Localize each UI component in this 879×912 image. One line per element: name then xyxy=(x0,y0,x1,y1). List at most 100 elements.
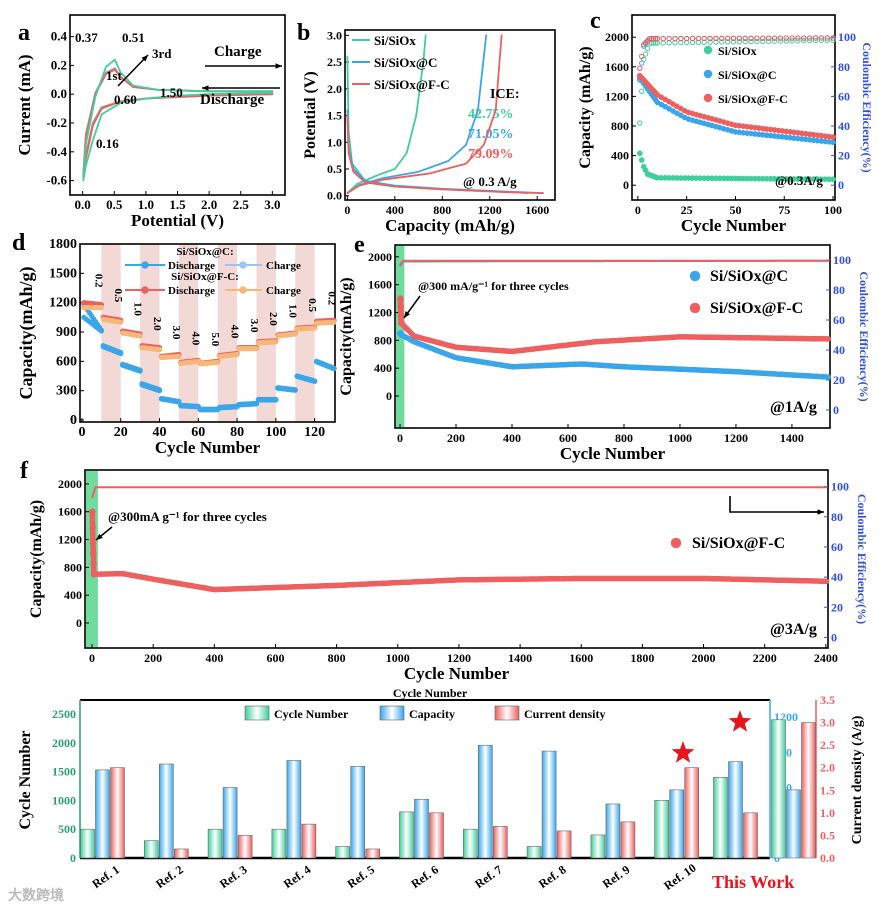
y-tick-label: 1200 xyxy=(368,305,392,319)
legend-label: Cycle Number xyxy=(274,707,349,721)
ce-point xyxy=(642,51,649,57)
condition-label: @ 0.3 A/g xyxy=(463,174,517,189)
ce-point xyxy=(713,39,719,45)
ce-point xyxy=(818,35,825,41)
y-tick-label: 0 xyxy=(70,413,77,428)
bar-cycle-number xyxy=(399,811,414,859)
y3-tick-label: 0.0 xyxy=(820,851,835,865)
bar-current-density xyxy=(174,848,189,859)
legend-label: Si/SiOx xyxy=(374,33,416,48)
rate-label: 0.2 xyxy=(325,291,337,305)
ice-value: 79.09% xyxy=(468,147,514,162)
y-tick-label: 500 xyxy=(58,822,76,836)
rate-point xyxy=(98,304,104,311)
x-tick-label: 600 xyxy=(559,431,577,445)
x-tick-label: 1200 xyxy=(478,203,502,217)
x-axis-label: Cycle Number xyxy=(404,664,510,683)
legend-label: Capacity xyxy=(409,707,455,721)
x-axis-label: Cycle Number xyxy=(560,444,666,463)
panel-d-frame xyxy=(79,243,336,423)
rate-label: 1.0 xyxy=(287,304,299,318)
y-tick-label: -0.4 xyxy=(46,144,67,159)
bar-capacity xyxy=(414,798,429,859)
category-label: Ref. 7 xyxy=(472,862,505,891)
ce-point xyxy=(742,38,748,45)
legend-marker xyxy=(703,93,713,103)
y-tick-label: 1600 xyxy=(605,60,629,74)
rate-label: 3.0 xyxy=(248,319,260,333)
ce-point xyxy=(654,35,661,42)
x-tick-label: 0 xyxy=(89,651,95,665)
x-tick-label: 20 xyxy=(114,425,128,440)
category-label: Ref. 8 xyxy=(536,862,569,891)
ce-point xyxy=(644,45,651,52)
note-label: @300mA g⁻¹ for three cycles xyxy=(108,509,267,524)
note-arrow-head xyxy=(404,311,410,318)
ce-trace xyxy=(399,259,830,266)
x-tick-label: 1400 xyxy=(780,431,804,445)
rate-label: 1.0 xyxy=(131,302,143,316)
panel-label: a xyxy=(18,20,30,46)
bar-cycle-number xyxy=(526,846,542,859)
ice-value: 71.05% xyxy=(468,127,514,142)
y2-axis-label: Coulombic Efficiency(%) xyxy=(857,271,871,401)
y-axis-label: Current (mA) xyxy=(15,54,34,155)
x-tick-label: 200 xyxy=(144,651,162,665)
y-axis-label: Capacity(mAh/g) xyxy=(28,500,45,618)
rate-point xyxy=(118,319,124,325)
rate-point xyxy=(273,339,279,345)
y-tick-label: 400 xyxy=(611,149,629,163)
x-tick-label: 0 xyxy=(344,203,350,217)
y2-tick-label: 80 xyxy=(838,60,850,74)
rate-point xyxy=(311,325,318,331)
ce-point xyxy=(754,38,760,45)
y-tick-label: 1200 xyxy=(58,533,82,547)
x-tick-label: 100 xyxy=(824,203,842,217)
x-tick-label: 100 xyxy=(265,425,286,440)
x-tick-label: 400 xyxy=(205,651,223,665)
x-tick-label: 1200 xyxy=(724,431,748,445)
capacity-point xyxy=(830,134,836,140)
ce-point xyxy=(683,35,690,42)
legend-group-label: Si/SiOx@C: xyxy=(176,246,233,258)
ce-point xyxy=(806,35,813,41)
legend-swatch xyxy=(379,705,405,721)
x-tick-label: 2200 xyxy=(753,651,777,665)
y-axis-label: Cycle Number xyxy=(17,730,34,829)
ce-point xyxy=(719,39,725,45)
bar-current-density xyxy=(556,830,572,859)
legend-label: Si/SiOx@F-C xyxy=(718,92,788,106)
ce-point xyxy=(672,35,678,42)
ce-point xyxy=(639,53,645,60)
ce-point xyxy=(801,37,807,44)
ce-point xyxy=(783,38,789,44)
cycle-arrow-head xyxy=(141,55,148,62)
ce-point xyxy=(818,37,825,44)
bar-cycle-number xyxy=(207,828,223,859)
bar-cycle-number xyxy=(80,828,95,859)
legend-marker xyxy=(141,286,149,294)
x-tick-label: 1000 xyxy=(386,651,410,665)
x-tick-label: 60 xyxy=(191,425,205,440)
y3-axis-label: Current density (A/g) xyxy=(850,715,865,844)
y-tick-label: 2500 xyxy=(52,707,76,721)
ce-point xyxy=(771,35,778,41)
y-tick-label: 0 xyxy=(623,178,629,192)
rate-point xyxy=(176,353,182,360)
capacity-point xyxy=(830,176,836,183)
bar-capacity xyxy=(541,750,557,859)
charge-curve xyxy=(346,34,503,195)
rate-point xyxy=(253,345,260,352)
ce-point xyxy=(730,35,737,42)
category-label: Ref. 5 xyxy=(345,862,378,891)
x-tick-label: 2.5 xyxy=(233,197,250,212)
ce-point xyxy=(701,35,707,42)
x-tick-label: 0 xyxy=(635,203,641,217)
capacity-point xyxy=(90,571,98,578)
rate-label: 2.0 xyxy=(151,317,163,331)
y2-tick-label: 100 xyxy=(833,253,851,267)
x-tick-label: 0 xyxy=(78,425,85,440)
rate-band xyxy=(256,244,276,422)
rate-band xyxy=(178,244,199,422)
